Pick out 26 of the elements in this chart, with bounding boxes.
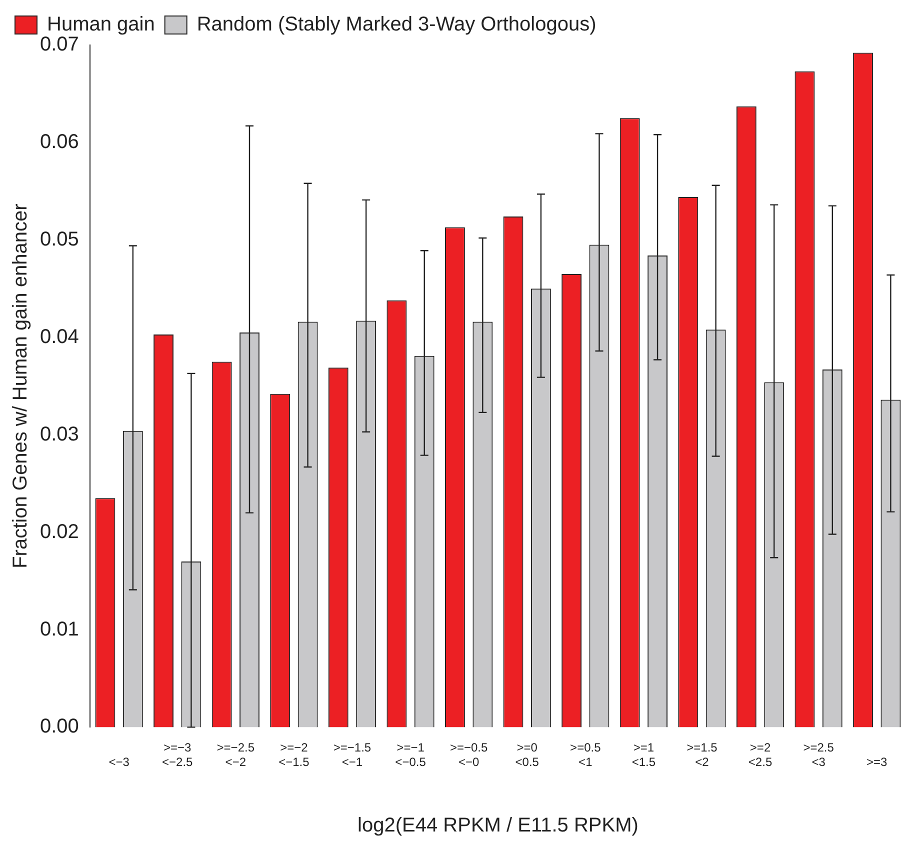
- x-tick-label: >=−0.5 <−0: [450, 740, 488, 770]
- x-tick-label: >=0.5 <1: [570, 740, 602, 770]
- x-tick-label: >=−1 <−0.5: [395, 740, 426, 770]
- x-tick-label: >=3: [866, 755, 888, 770]
- y-axis-title: Fraction Genes w/ Human gain enhancer: [10, 203, 32, 568]
- x-tick-label: >=−2.5 <−2: [216, 740, 255, 770]
- y-tick-label: 0.04: [40, 326, 79, 348]
- x-tick-label: >=1 <1.5: [632, 740, 656, 770]
- legend-label: Random (Stably Marked 3-Way Orthologous): [196, 14, 596, 36]
- legend-label: Human gain: [47, 14, 155, 36]
- y-tick-label: 0.02: [40, 520, 79, 543]
- y-tick-label: 0.00: [40, 716, 79, 738]
- x-tick-label: >=−1.5 <−1: [333, 740, 372, 770]
- x-tick-label: <−3: [108, 755, 130, 770]
- x-tick-label: >=−3 <−2.5: [162, 740, 194, 770]
- x-tick-label: >=2.5 <3: [803, 740, 834, 770]
- x-tick-label: >=2 <2.5: [748, 740, 772, 770]
- x-tick-label: >=1.5 <2: [686, 740, 718, 770]
- x-tick-label: >=0 <0.5: [515, 740, 540, 770]
- y-tick-label: 0.06: [40, 130, 79, 153]
- x-axis-title: log2(E44 RPKM / E11.5 RPKM): [358, 814, 638, 837]
- y-tick-label: 0.05: [40, 228, 79, 250]
- y-tick-label: 0.03: [40, 423, 79, 446]
- y-tick-label: 0.07: [40, 34, 79, 56]
- x-tick-label: >=−2 <−1.5: [278, 740, 310, 770]
- y-tick-label: 0.01: [40, 618, 79, 640]
